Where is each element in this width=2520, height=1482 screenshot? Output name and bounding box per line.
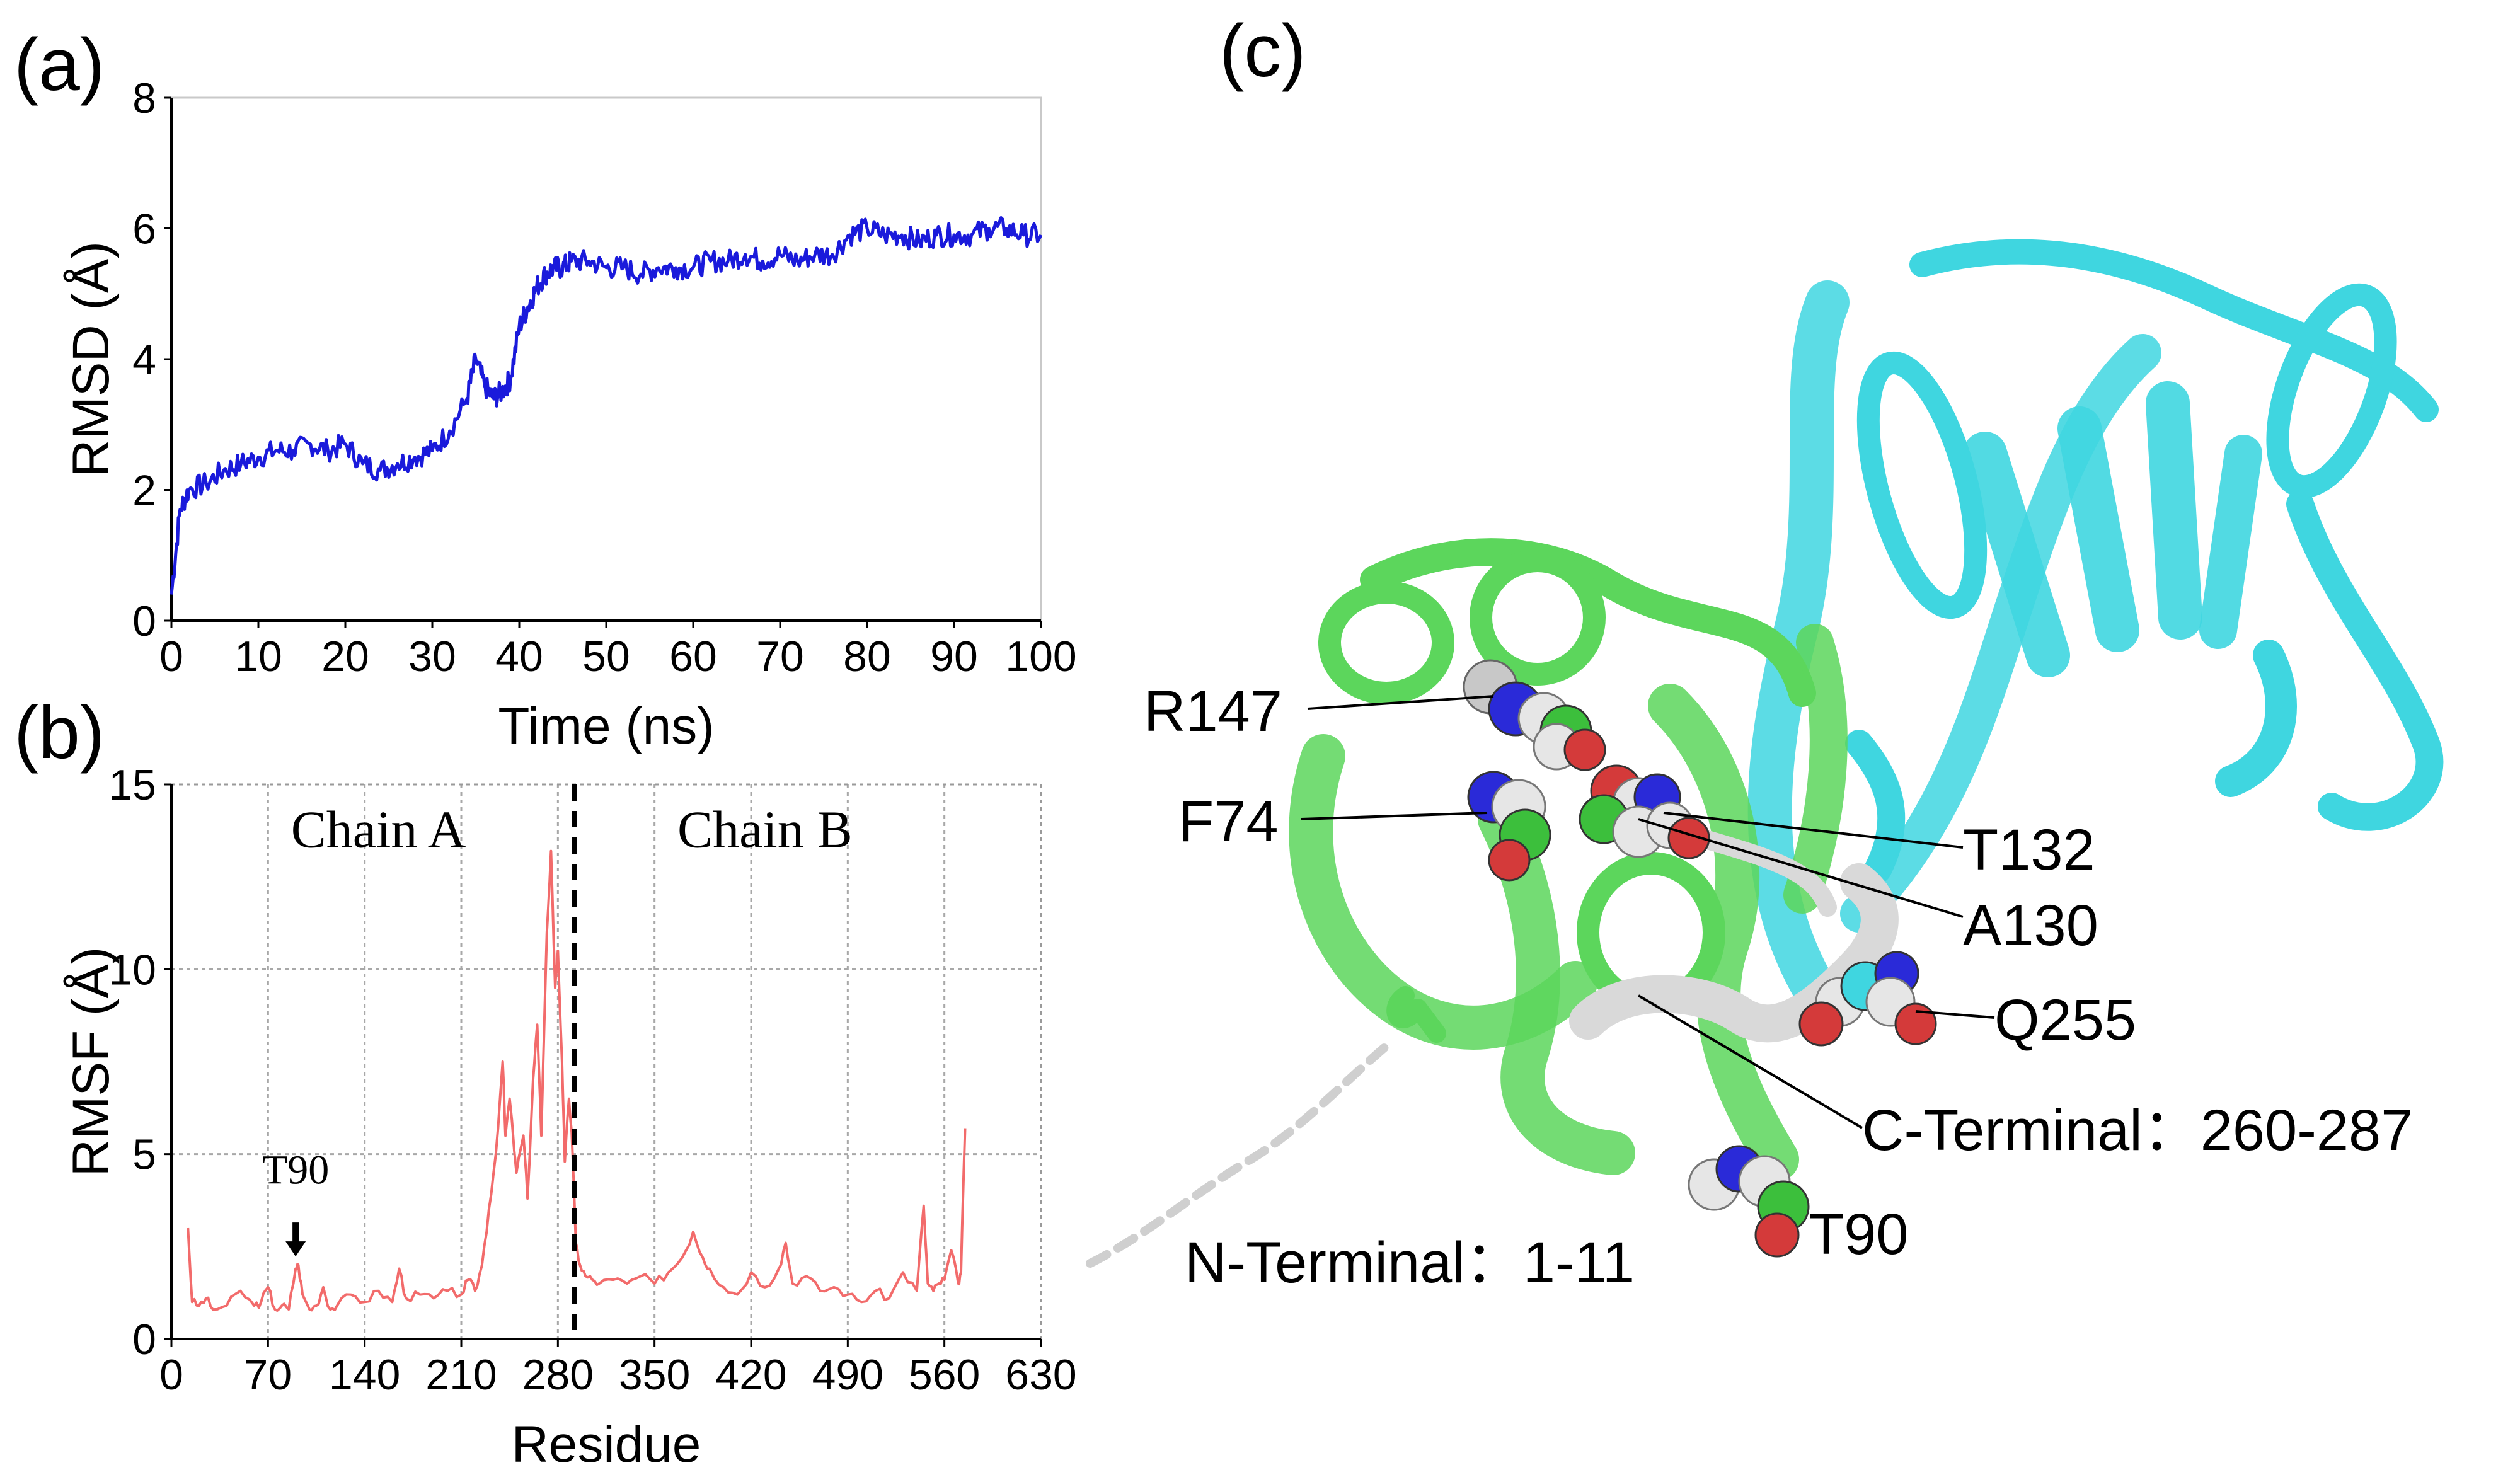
label-q255: Q255 [1994, 988, 2136, 1052]
x-tick-label: 0 [159, 633, 183, 681]
label-t132: T132 [1963, 818, 2095, 882]
y-tick-label: 15 [108, 761, 156, 809]
y-tick-label: 0 [132, 597, 156, 645]
y-tick-label: 0 [132, 1316, 156, 1364]
x-tick-label: 420 [715, 1351, 786, 1399]
rmsd-series-line [170, 216, 1043, 595]
rmsd-plot-frame [170, 96, 1042, 622]
x-tick-label: 90 [930, 633, 978, 681]
x-tick-label: 0 [159, 1351, 183, 1399]
residue-t132-a130-spheres [1579, 764, 1710, 859]
x-tick-label: 490 [812, 1351, 883, 1399]
label-a130: A130 [1963, 893, 2098, 958]
label-t90: T90 [1809, 1202, 1909, 1267]
x-tick-label: 140 [329, 1351, 400, 1399]
label-leader-lines [1301, 695, 1995, 1129]
t90-arrow [285, 1222, 306, 1257]
y-tick-label: 4 [132, 336, 156, 384]
residue-q255-spheres [1798, 951, 1937, 1047]
rmsf-chart: 0 70 140 210 280 350 420 490 560 630 0 5 10 15 Chain… [62, 761, 1077, 1473]
chain-a-ribbon [1289, 538, 1848, 1181]
n-terminal-dashed-tail [1086, 1042, 1391, 1268]
rmsf-y-axis-title: RMSF (Å) [62, 947, 120, 1176]
rmsd-chart: 0 10 20 30 40 50 60 70 80 90 100 0 2 4 6 8 Time (ns) R… [62, 74, 1077, 755]
rmsf-x-axis-title: Residue [512, 1416, 701, 1473]
y-tick-label: 5 [132, 1131, 156, 1179]
protein-structure: R147 F74 T132 A130 Q255 C-Terminal：260-2… [1086, 239, 2444, 1295]
residue-r147-spheres [1463, 659, 1606, 771]
x-tick-label: 10 [234, 633, 282, 681]
x-tick-label: 50 [582, 633, 630, 681]
panel-label-b: (b) [14, 691, 105, 774]
x-tick-label: 70 [245, 1351, 292, 1399]
label-n-terminal: N-Terminal：1-11 [1185, 1231, 1635, 1295]
residue-t90-spheres [1688, 1145, 1810, 1258]
rmsf-plot-frame [170, 783, 1042, 1340]
rmsf-grid [171, 784, 1041, 1339]
x-tick-label: 210 [425, 1351, 497, 1399]
label-r147: R147 [1144, 679, 1282, 744]
x-tick-label: 80 [843, 633, 891, 681]
x-tick-label: 350 [619, 1351, 690, 1399]
chain-a-annotation: Chain A [291, 801, 466, 859]
y-tick-label: 6 [132, 205, 156, 253]
x-tick-label: 280 [522, 1351, 594, 1399]
x-tick-label: 20 [321, 633, 369, 681]
t90-annotation: T90 [262, 1147, 329, 1193]
x-tick-label: 560 [909, 1351, 980, 1399]
x-tick-label: 40 [495, 633, 543, 681]
rmsd-y-axis-title: RMSD (Å) [62, 241, 120, 477]
label-c-terminal: C-Terminal：260-287 [1862, 1098, 2413, 1163]
x-tick-label: 100 [1005, 633, 1076, 681]
label-f74: F74 [1178, 790, 1279, 854]
x-tick-label: 630 [1005, 1351, 1076, 1399]
panel-label-a: (a) [14, 23, 105, 106]
chain-b-annotation: Chain B [677, 801, 853, 859]
y-tick-label: 8 [132, 74, 156, 122]
residue-f74-spheres [1467, 771, 1551, 882]
x-tick-label: 30 [408, 633, 456, 681]
y-tick-label: 10 [108, 946, 156, 994]
chain-b-ribbon [1747, 239, 2444, 1011]
y-tick-label: 2 [132, 467, 156, 515]
x-tick-label: 70 [756, 633, 804, 681]
rmsd-x-axis-title: Time (ns) [498, 698, 714, 755]
rmsf-series-line [187, 849, 967, 1312]
x-tick-label: 60 [669, 633, 717, 681]
panel-label-c: (c) [1219, 9, 1306, 93]
t90-arrow-head [285, 1241, 306, 1257]
